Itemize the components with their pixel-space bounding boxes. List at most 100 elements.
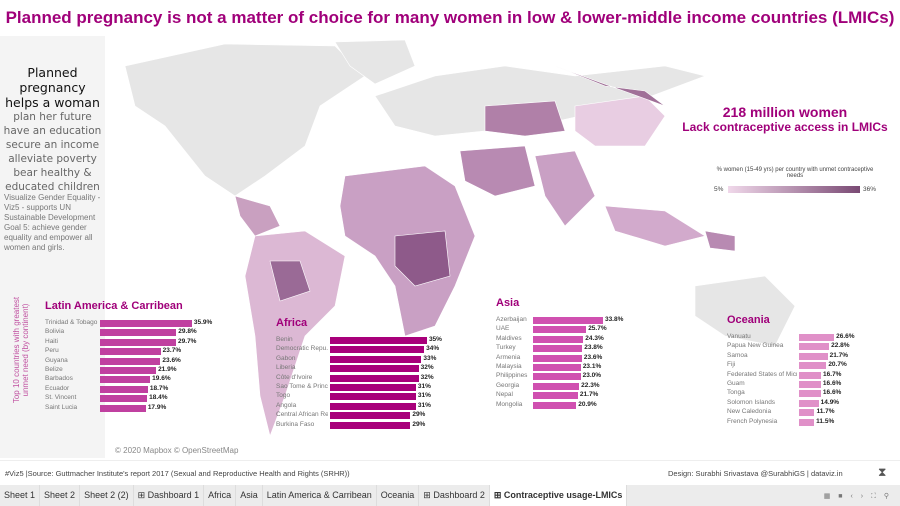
bar-row[interactable]: Haiti 29.7%: [45, 338, 245, 347]
bar-row[interactable]: Papua New Guinea 22.8%: [727, 342, 900, 351]
bar-row[interactable]: Azerbaijan 33.8%: [496, 316, 696, 325]
bar-row[interactable]: Belize 21.9%: [45, 366, 245, 375]
bar-row[interactable]: Solomon Islands 14.9%: [727, 399, 900, 408]
bar-row[interactable]: Samoa 21.7%: [727, 352, 900, 361]
bar[interactable]: [533, 326, 587, 334]
bar-row[interactable]: Federated States of Micr.. 16.7%: [727, 371, 900, 380]
bar-row[interactable]: Philippines 23.0%: [496, 372, 696, 381]
bar-row[interactable]: Nepal 21.7%: [496, 391, 696, 400]
bar[interactable]: [100, 395, 148, 403]
bar[interactable]: [533, 335, 584, 343]
bar-row[interactable]: Malaysia 23.1%: [496, 363, 696, 372]
world-map[interactable]: [105, 36, 900, 458]
bar[interactable]: [533, 317, 603, 324]
bar[interactable]: [799, 362, 827, 370]
bar[interactable]: [330, 365, 419, 373]
dashboard-title: Planned pregnancy is not a matter of cho…: [5, 8, 895, 27]
bar[interactable]: [533, 364, 581, 371]
bar-row[interactable]: Guam 16.6%: [727, 380, 900, 389]
bar[interactable]: [100, 320, 192, 327]
source-note: #Viz5 |Source: Guttmacher Institute's re…: [5, 469, 350, 478]
bar-row[interactable]: Barbados 19.6%: [45, 375, 245, 384]
bar-row[interactable]: New Caledonia 11.7%: [727, 408, 900, 417]
bar[interactable]: [100, 385, 148, 393]
bar-row[interactable]: Burkina Faso 29%: [276, 421, 476, 430]
bar[interactable]: [799, 371, 822, 379]
tab-controls-icon[interactable]: ▦ ■ ‹ › ⛶ ⚲: [823, 493, 892, 500]
tab-dashboard-1[interactable]: ⊞ Dashboard 1: [134, 485, 205, 506]
tab-latin-america-carribean[interactable]: Latin America & Carribean: [263, 485, 377, 506]
bar[interactable]: [330, 384, 416, 391]
bar-row[interactable]: Central African Re.. 29%: [276, 411, 476, 420]
bar[interactable]: [100, 404, 146, 412]
bar[interactable]: [533, 354, 582, 362]
bar[interactable]: [100, 367, 157, 374]
bar-row[interactable]: Mongolia 20.9%: [496, 401, 696, 410]
bar-row[interactable]: Armenia 23.6%: [496, 354, 696, 363]
bar[interactable]: [330, 346, 425, 354]
bar-row[interactable]: Angola 31%: [276, 402, 476, 411]
tab-asia[interactable]: Asia: [236, 485, 263, 506]
bar[interactable]: [799, 409, 815, 417]
tab-sheet-1[interactable]: Sheet 1: [0, 485, 41, 506]
bar[interactable]: [799, 399, 819, 407]
bar-row[interactable]: Turkey 23.8%: [496, 344, 696, 353]
bar-label: Turkey: [496, 344, 516, 352]
bar[interactable]: [799, 334, 835, 341]
bar-row[interactable]: Sao Tome & Princ.. 31%: [276, 383, 476, 392]
bar-row[interactable]: Maldives 24.3%: [496, 335, 696, 344]
bar-row[interactable]: Gabon 33%: [276, 355, 476, 364]
bar[interactable]: [100, 348, 161, 356]
bar-row[interactable]: Democratic Repu.. 34%: [276, 345, 476, 354]
bar-value: 20.9%: [578, 400, 597, 408]
bar-row[interactable]: Saint Lucia 17.9%: [45, 404, 245, 413]
tab-sheet-2[interactable]: Sheet 2: [40, 485, 81, 506]
bar[interactable]: [100, 338, 177, 346]
bar-row[interactable]: St. Vincent 18.4%: [45, 394, 245, 403]
bar[interactable]: [799, 418, 815, 426]
bar[interactable]: [330, 421, 411, 429]
bar[interactable]: [533, 382, 580, 390]
tab-africa[interactable]: Africa: [204, 485, 237, 506]
tab-dashboard-2[interactable]: ⊞ Dashboard 2: [419, 485, 490, 506]
bar[interactable]: [533, 392, 578, 400]
bar[interactable]: [799, 352, 828, 360]
bar[interactable]: [330, 412, 411, 420]
tab-oceania[interactable]: Oceania: [377, 485, 420, 506]
southeast-asia: [604, 205, 706, 247]
bar-row[interactable]: Togo 31%: [276, 392, 476, 401]
bar-row[interactable]: Peru 23.7%: [45, 347, 245, 356]
tab-contraceptive-usage-lmics[interactable]: ⊞ Contraceptive usage-LMICs: [489, 485, 628, 506]
bar-row[interactable]: Liberia 32%: [276, 364, 476, 373]
bar[interactable]: [100, 329, 177, 337]
bar-row[interactable]: Guyana 23.6%: [45, 357, 245, 366]
bar-row[interactable]: Côte d'Ivoire 32%: [276, 374, 476, 383]
bar-label: Philippines: [496, 372, 528, 380]
bar-row[interactable]: UAE 25.7%: [496, 325, 696, 334]
bar[interactable]: [330, 402, 416, 410]
tab-sheet-2-2[interactable]: Sheet 2 (2): [80, 485, 134, 506]
bar[interactable]: [533, 345, 583, 353]
bar-row[interactable]: Fiji 20.7%: [727, 361, 900, 370]
design-credit[interactable]: Design: Surabhi Srivastava @SurabhiGS | …: [668, 469, 843, 478]
bar-value: 29.7%: [178, 337, 197, 345]
bar-row[interactable]: Vanuatu 26.6%: [727, 333, 900, 342]
bar[interactable]: [533, 373, 581, 381]
bar[interactable]: [799, 390, 821, 398]
bar[interactable]: [330, 393, 416, 401]
bar-row[interactable]: Bolivia 29.8%: [45, 328, 245, 337]
bar[interactable]: [100, 376, 151, 384]
bar-row[interactable]: Ecuador 18.7%: [45, 385, 245, 394]
bar[interactable]: [330, 374, 419, 382]
bar[interactable]: [533, 401, 577, 409]
bar[interactable]: [799, 343, 830, 351]
bar-row[interactable]: Benin 35%: [276, 336, 476, 345]
bar[interactable]: [799, 381, 821, 388]
bar-row[interactable]: French Polynesia 11.5%: [727, 418, 900, 427]
bar-row[interactable]: Georgia 22.3%: [496, 382, 696, 391]
bar[interactable]: [330, 355, 422, 363]
bar[interactable]: [100, 357, 161, 365]
bar-row[interactable]: Tonga 16.6%: [727, 389, 900, 398]
bar[interactable]: [330, 337, 427, 344]
bar-row[interactable]: Trinidad & Tobago 35.9%: [45, 319, 245, 328]
